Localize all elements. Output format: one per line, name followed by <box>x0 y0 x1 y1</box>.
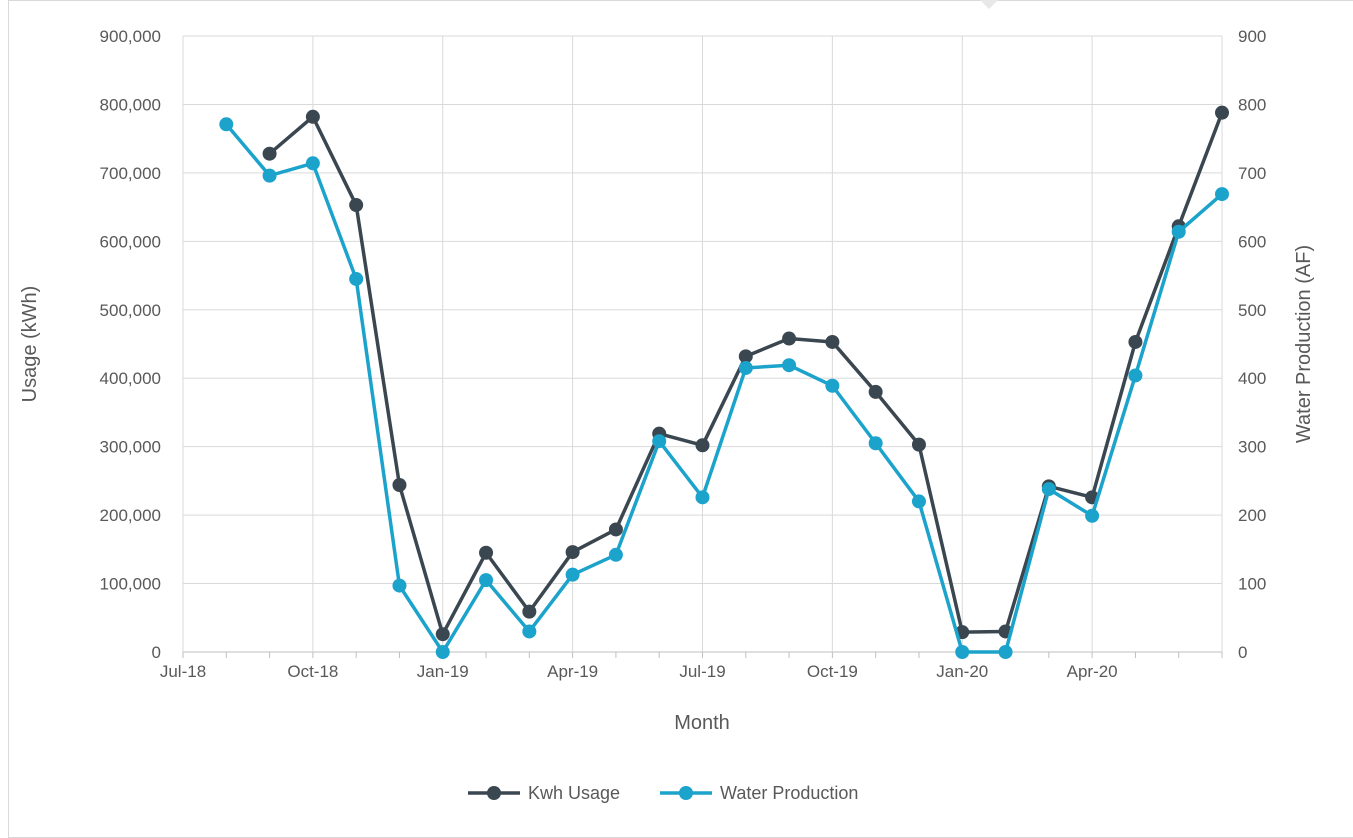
y-axis-title: Usage (kWh) <box>19 286 41 403</box>
y2-tick-label: 900 <box>1238 27 1266 46</box>
y2-axis-title: Water Production (AF) <box>1293 245 1315 443</box>
data-point <box>825 334 840 349</box>
data-point <box>782 358 797 373</box>
legend-label: Water Production <box>720 783 858 803</box>
x-tick-label: Jan-19 <box>417 662 469 681</box>
y2-tick-label: 0 <box>1238 643 1247 662</box>
y2-tick-label: 400 <box>1238 369 1266 388</box>
data-point <box>868 384 883 399</box>
data-point <box>1215 105 1229 120</box>
data-point <box>392 477 407 492</box>
y2-tick-label: 500 <box>1238 301 1266 320</box>
legend-label: Kwh Usage <box>528 783 620 803</box>
data-point <box>219 117 234 132</box>
gridlines <box>182 35 1223 653</box>
y2-tick-label: 800 <box>1238 95 1266 114</box>
x-tick-label: Jul-18 <box>160 662 206 681</box>
data-point <box>695 490 710 505</box>
data-point <box>435 627 450 642</box>
y-tick-label: 300,000 <box>100 438 161 457</box>
x-tick-label: Apr-20 <box>1067 662 1118 681</box>
data-point <box>608 547 623 562</box>
data-point <box>349 271 364 286</box>
data-point <box>1041 482 1056 497</box>
data-point <box>305 156 320 171</box>
chart-frame <box>8 0 1353 838</box>
x-tick-label: Apr-19 <box>547 662 598 681</box>
series-layer <box>219 105 1229 659</box>
y2-tick-label: 200 <box>1238 506 1266 525</box>
data-point <box>868 436 883 451</box>
y-tick-label: 500,000 <box>100 301 161 320</box>
data-point <box>262 168 277 183</box>
data-point <box>565 567 580 582</box>
data-point <box>305 109 320 124</box>
data-point <box>479 573 494 588</box>
y2-axis-tick-labels: 0 100 200 300 400 500 600 700 800 900 <box>1238 27 1266 662</box>
x-axis-ticks: Jul-18 Oct-18 Jan-19 Apr-19 Jul-19 Oct-19 Jan-… <box>160 652 1223 681</box>
y2-tick-label: 700 <box>1238 164 1266 183</box>
x-tick-label: Jan-20 <box>936 662 988 681</box>
data-point <box>608 522 623 537</box>
data-point <box>349 198 364 213</box>
data-point <box>695 438 710 453</box>
data-point <box>911 494 926 509</box>
data-point <box>1128 334 1143 349</box>
data-point <box>435 645 450 659</box>
data-point <box>738 349 753 364</box>
data-point <box>1128 368 1143 383</box>
x-tick-label: Oct-18 <box>287 662 338 681</box>
data-point <box>262 146 277 161</box>
chart-notch <box>980 0 998 9</box>
data-point <box>1171 224 1186 239</box>
data-point <box>911 437 926 452</box>
y2-tick-label: 100 <box>1238 575 1266 594</box>
x-tick-label: Jul-19 <box>679 662 725 681</box>
data-point <box>392 578 407 593</box>
y-axis-tick-labels: 0 100,000 200,000 300,000 400,000 500,000 600,… <box>100 27 161 662</box>
y-tick-label: 900,000 <box>100 27 161 46</box>
data-point <box>998 645 1013 659</box>
y2-tick-label: 300 <box>1238 438 1266 457</box>
data-point <box>1215 187 1229 202</box>
x-axis-title: Month <box>674 712 730 734</box>
data-point <box>479 545 494 560</box>
data-point <box>738 360 753 375</box>
data-point <box>825 378 840 393</box>
data-point <box>522 624 537 639</box>
data-point <box>955 645 970 659</box>
data-point <box>565 545 580 560</box>
data-point <box>522 604 537 619</box>
series-line-1 <box>224 123 1224 654</box>
y-tick-label: 200,000 <box>100 506 161 525</box>
legend: Kwh Usage Water Production <box>468 783 858 803</box>
y-tick-label: 700,000 <box>100 164 161 183</box>
y2-tick-label: 600 <box>1238 232 1266 251</box>
y-tick-label: 100,000 <box>100 575 161 594</box>
legend-marker <box>487 786 501 800</box>
y-tick-label: 0 <box>152 643 161 662</box>
y-tick-label: 400,000 <box>100 369 161 388</box>
data-point <box>652 434 667 449</box>
legend-marker <box>679 786 693 800</box>
x-tick-label: Oct-19 <box>807 662 858 681</box>
y-tick-label: 800,000 <box>100 95 161 114</box>
data-point <box>782 331 797 346</box>
y-tick-label: 600,000 <box>100 232 161 251</box>
data-point <box>1085 508 1100 523</box>
